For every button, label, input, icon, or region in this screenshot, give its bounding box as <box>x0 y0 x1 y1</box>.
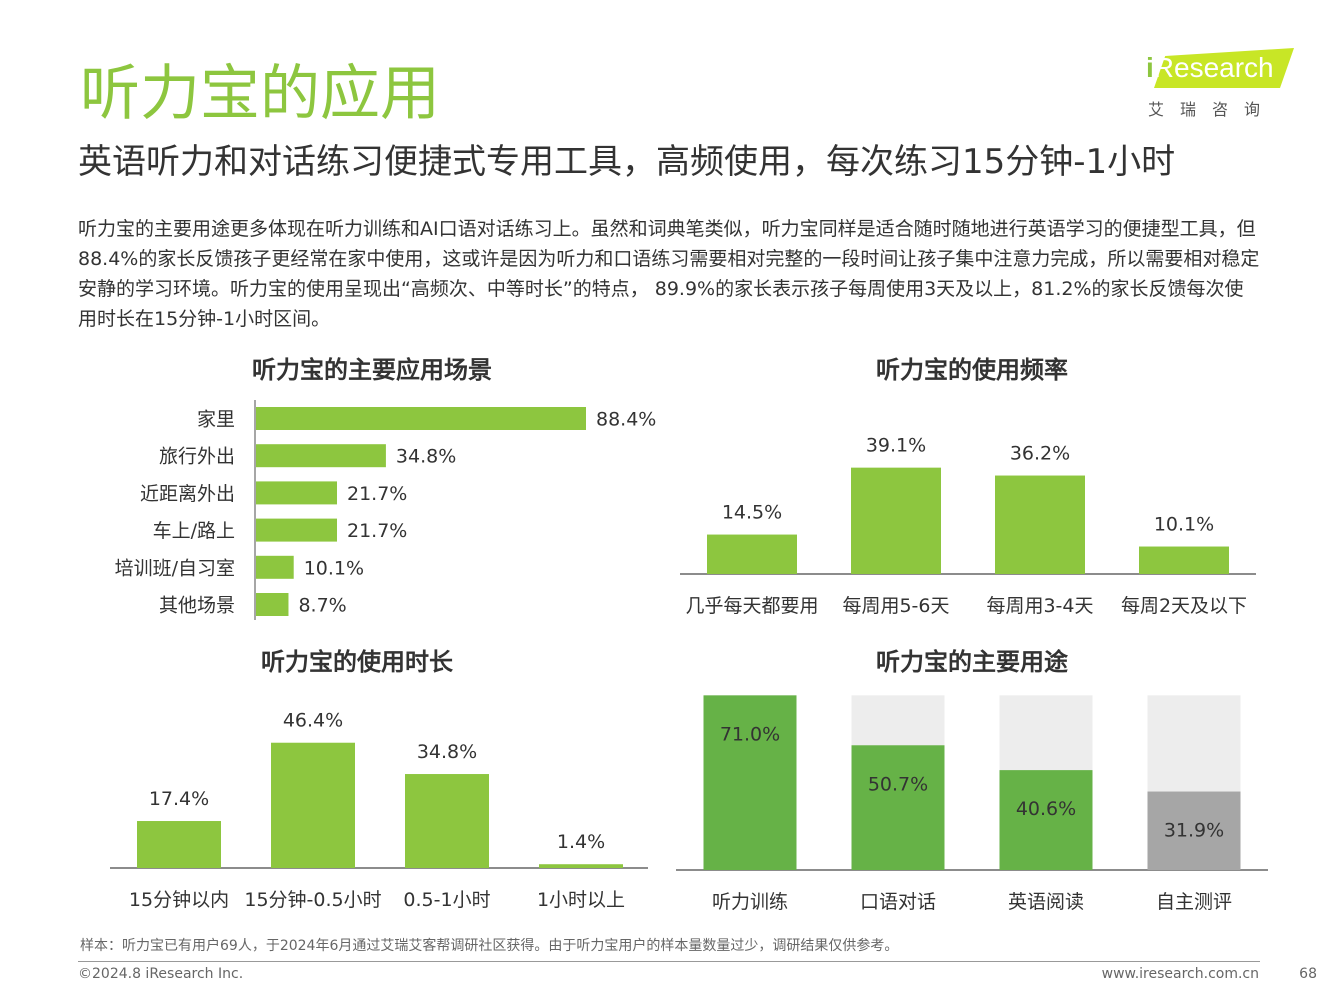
copyright-text: ©2024.8 iResearch Inc. <box>78 966 244 982</box>
bar <box>405 774 489 868</box>
category-label: 自主测评 <box>1156 891 1232 913</box>
bar <box>707 534 797 574</box>
chart-title-frequency: 听力宝的使用频率 <box>876 356 1068 384</box>
data-label: 17.4% <box>149 788 209 810</box>
bar <box>851 467 941 574</box>
chart-frequency: 14.5% 几乎每天都要用 39.1% 每周用5-6天 36.2% 每周用3-4天 10.1… <box>680 435 1256 617</box>
logo-subtitle: 艾瑞咨询 <box>1148 100 1277 119</box>
chart-title-duration: 听力宝的使用时长 <box>261 648 453 676</box>
body-paragraph: 听力宝的主要用途更多体现在听力训练和AI口语对话练习上。虽然和词典笔类似，听力宝… <box>78 218 1260 330</box>
category-label: 车上/路上 <box>153 520 235 542</box>
bar <box>999 770 1093 870</box>
bar <box>851 745 945 870</box>
category-label: 听力训练 <box>712 891 788 913</box>
page-number: 68 <box>1299 966 1317 982</box>
bar <box>256 444 386 468</box>
bar <box>256 555 294 579</box>
category-label: 15分钟-0.5小时 <box>244 889 381 911</box>
data-label: 31.9% <box>1164 820 1224 842</box>
category-label: 培训班/自习室 <box>115 557 235 579</box>
data-label: 34.8% <box>396 446 456 468</box>
bar <box>256 407 586 430</box>
category-label: 近距离外出 <box>140 483 235 505</box>
data-label: 36.2% <box>1010 443 1070 465</box>
category-label: 每周2天及以下 <box>1121 595 1247 617</box>
data-label: 88.4% <box>596 409 656 431</box>
data-label: 71.0% <box>720 723 780 745</box>
data-label: 8.7% <box>298 595 346 617</box>
website-link[interactable]: www.iresearch.com.cn <box>1101 966 1259 982</box>
data-label: 39.1% <box>866 435 926 457</box>
data-label: 10.1% <box>1154 514 1214 536</box>
category-label: 家里 <box>197 409 235 431</box>
data-label: 50.7% <box>868 773 928 795</box>
category-label: 1小时以上 <box>537 889 625 911</box>
data-label: 46.4% <box>283 710 343 732</box>
chart-scenarios: 家里 88.4% 旅行外出 34.8% 近距离外出 21.7% 车上/路上 21.7% 培训班/… <box>115 400 656 620</box>
sample-footnote: 样本：听力宝已有用户69人，于2024年6月通过艾瑞艾客帮调研社区获得。由于听力… <box>80 938 899 954</box>
bar <box>256 481 338 505</box>
data-label: 21.7% <box>347 483 407 505</box>
chart-duration: 17.4% 15分钟以内 46.4% 15分钟-0.5小时 34.8% 0.5-1小时 1.… <box>110 710 648 911</box>
bar <box>271 742 355 868</box>
category-label: 口语对话 <box>860 891 936 913</box>
category-label: 15分钟以内 <box>129 889 229 911</box>
category-label: 旅行外出 <box>159 446 235 468</box>
bar <box>995 475 1085 574</box>
category-label: 每周用3-4天 <box>986 595 1093 617</box>
page-subtitle: 英语听力和对话练习便捷式专用工具，高频使用，每次练习15分钟-1小时 <box>78 142 1176 182</box>
chart-title-usage: 听力宝的主要用途 <box>876 648 1068 676</box>
bar <box>1147 791 1241 870</box>
bar <box>256 518 338 542</box>
bar <box>1139 546 1229 574</box>
data-label: 14.5% <box>722 502 782 524</box>
data-label: 34.8% <box>417 741 477 763</box>
footer-divider <box>78 961 1260 962</box>
category-label: 其他场景 <box>159 595 235 617</box>
data-label: 10.1% <box>304 557 364 579</box>
category-label: 英语阅读 <box>1008 891 1084 913</box>
bar <box>703 695 797 870</box>
category-label: 每周用5-6天 <box>842 595 949 617</box>
category-label: 几乎每天都要用 <box>685 595 818 617</box>
chart-usage: 71.0% 听力训练 50.7% 口语对话 40.6% 英语阅读 31.9% 自主测评 <box>676 695 1268 913</box>
bar <box>137 821 221 868</box>
logo-wordmark: iResearch <box>1146 52 1274 83</box>
data-label: 21.7% <box>347 520 407 542</box>
chart-title-scenarios: 听力宝的主要应用场景 <box>252 356 492 384</box>
bar <box>256 593 289 616</box>
data-label: 1.4% <box>557 831 605 853</box>
data-label: 40.6% <box>1016 798 1076 820</box>
iresearch-logo: iResearch 艾瑞咨询 <box>1146 42 1296 119</box>
page-title: 听力宝的应用 <box>80 59 440 129</box>
bar <box>539 864 623 868</box>
category-label: 0.5-1小时 <box>403 889 490 911</box>
